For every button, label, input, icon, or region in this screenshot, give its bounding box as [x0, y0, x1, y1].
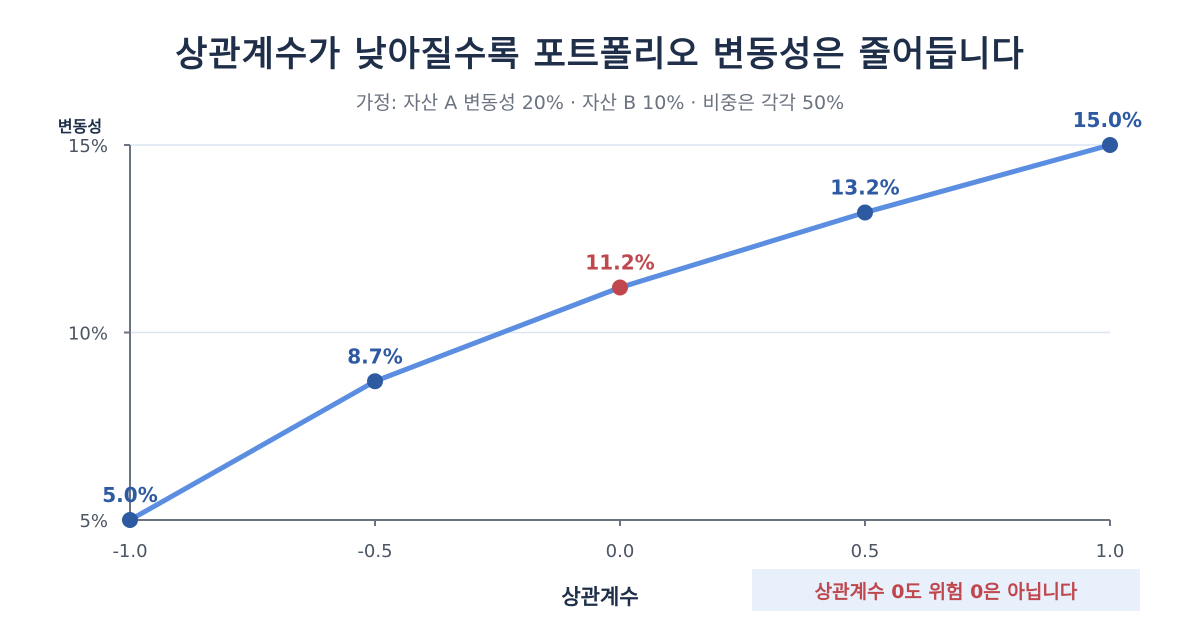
- chart-subtitle: 가정: 자산 A 변동성 20% · 자산 B 10% · 비중은 각각 50%: [355, 92, 845, 114]
- x-tick-label: 0.5: [851, 541, 880, 562]
- chart-title: 상관계수가 낮아질수록 포트폴리오 변동성은 줄어듭니다: [175, 35, 1025, 75]
- data-point: [612, 279, 628, 296]
- y-tick-label: 15%: [68, 136, 108, 157]
- data-label: 11.2%: [585, 251, 654, 275]
- x-axis-label: 상관계수: [561, 585, 638, 609]
- y-tick-label: 10%: [68, 324, 108, 345]
- x-tick-label: -1.0: [112, 541, 147, 562]
- note-text: 상관계수 0도 위험 0은 아닙니다: [814, 580, 1078, 603]
- data-label: 8.7%: [347, 344, 402, 368]
- x-tick-label: 1.0: [1096, 541, 1125, 562]
- y-tick-label: 5%: [79, 511, 108, 532]
- y-axis-label: 변동성: [58, 117, 102, 136]
- x-tick-label: -0.5: [357, 541, 392, 562]
- data-label: 15.0%: [1073, 108, 1142, 132]
- data-point: [1102, 137, 1118, 153]
- data-label: 5.0%: [102, 483, 157, 507]
- note-box: 상관계수 0도 위험 0은 아닙니다: [752, 569, 1140, 611]
- x-tick-label: 0.0: [606, 541, 635, 562]
- data-point: [857, 204, 873, 221]
- data-label: 13.2%: [830, 176, 899, 200]
- data-point: [122, 512, 138, 528]
- data-point: [367, 373, 383, 390]
